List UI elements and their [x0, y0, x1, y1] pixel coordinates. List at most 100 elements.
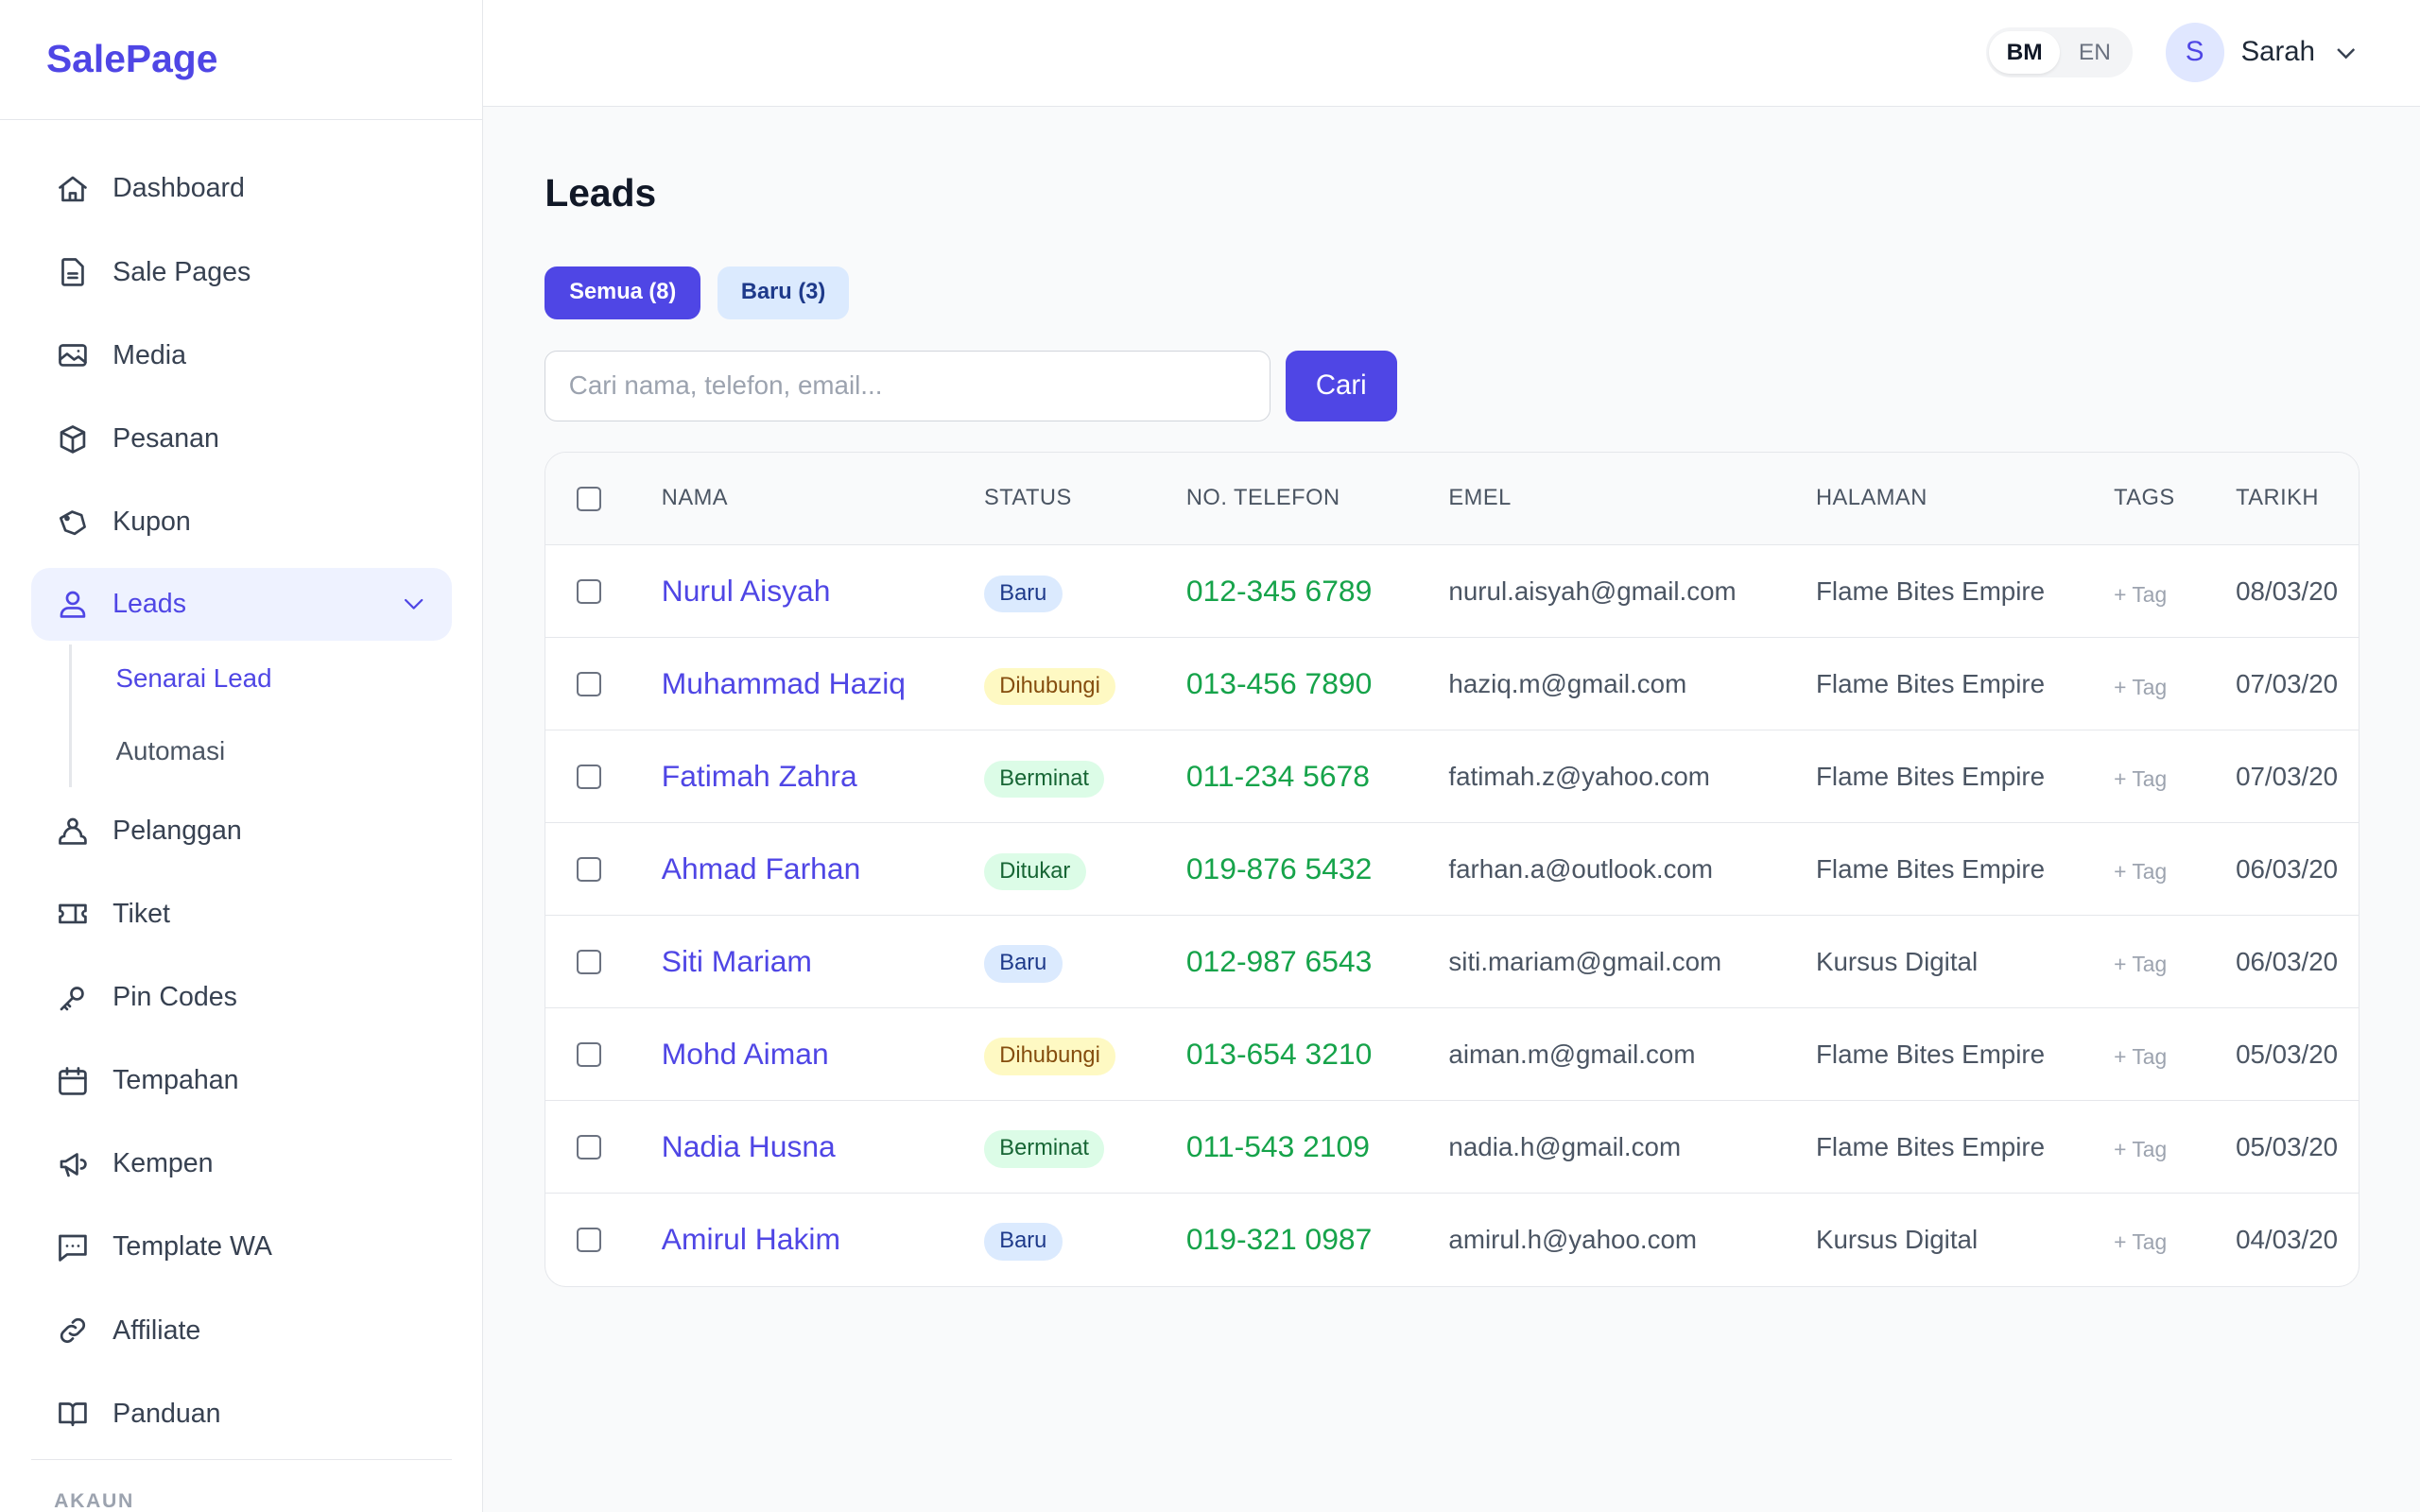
row-checkbox[interactable]: [576, 765, 602, 790]
tab-baru[interactable]: Baru (3): [717, 266, 849, 319]
chevron-down-icon[interactable]: [2332, 39, 2360, 66]
sidebar-item-tempahan[interactable]: Tempahan: [31, 1044, 453, 1117]
lang-bm-button[interactable]: BM: [1989, 30, 2060, 75]
logo[interactable]: SalePage: [45, 37, 218, 81]
row-checkbox[interactable]: [576, 1134, 602, 1160]
page-title: Leads: [544, 171, 657, 215]
lead-name-link[interactable]: Nadia Husna: [661, 1129, 836, 1164]
status-badge-label: Dihubungi: [983, 667, 1116, 705]
sidebar-subitem-senarai-lead[interactable]: Senarai Lead: [115, 663, 272, 694]
phone-number: 019-321 0987: [1185, 1222, 1373, 1257]
search-input[interactable]: [544, 350, 1270, 421]
email: nurul.aisyah@gmail.com: [1448, 576, 1737, 607]
sidebar-item-pelanggan[interactable]: Pelanggan: [31, 795, 453, 868]
phone-number: 019-876 5432: [1185, 851, 1373, 886]
sidebar-item-sale-pages[interactable]: Sale Pages: [31, 236, 453, 309]
search-button[interactable]: Cari: [1285, 350, 1397, 421]
date: 07/03/20: [2236, 669, 2339, 699]
sidebar-item-label: Tempahan: [112, 1065, 239, 1096]
lead-name-link[interactable]: Fatimah Zahra: [661, 759, 857, 794]
sidebar-item-label: Panduan: [112, 1398, 221, 1429]
sidebar-item-label: Dashboard: [112, 173, 245, 204]
tab-semua[interactable]: Semua (8): [544, 266, 701, 319]
table-row: Ahmad Farhan Ditukar 019-876 5432 farhan.a@…: [545, 823, 2360, 917]
box-icon: [60, 424, 86, 454]
status-badge-label: Dihubungi: [983, 1038, 1116, 1075]
date: 04/03/20: [2236, 1225, 2339, 1255]
table-row: Muhammad Haziq Dihubungi 013-456 7890 haziq…: [545, 638, 2360, 731]
sidebar-item-kupon[interactable]: Kupon: [31, 486, 453, 558]
language-toggle: BM EN: [1986, 27, 2134, 77]
column-header-halaman: HALAMAN: [1815, 486, 1927, 511]
email: haziq.m@gmail.com: [1448, 669, 1687, 699]
home-icon: [58, 176, 87, 202]
status-badge: Baru: [983, 545, 1063, 638]
status-badge: Ditukar: [983, 823, 1086, 916]
sidebar-item-pesanan[interactable]: Pesanan: [31, 403, 453, 475]
sidebar-item-label: Template WA: [112, 1231, 272, 1263]
tag-icon: [59, 509, 86, 535]
row-checkbox[interactable]: [576, 950, 602, 975]
lead-name-link[interactable]: Amirul Hakim: [661, 1222, 840, 1257]
table-row: Nurul Aisyah Baru 012-345 6789 nurul.aisyah…: [545, 545, 2360, 639]
sidebar-item-pin-codes[interactable]: Pin Codes: [31, 961, 453, 1034]
page-name: Flame Bites Empire: [1815, 669, 2046, 699]
sidebar-item-dashboard[interactable]: Dashboard: [31, 153, 453, 226]
row-checkbox[interactable]: [576, 857, 602, 883]
column-header-status: STATUS: [983, 486, 1072, 511]
lead-name-link[interactable]: Nurul Aisyah: [661, 574, 831, 609]
sidebar-item-label: Kempen: [112, 1148, 214, 1179]
lead-name-link[interactable]: Ahmad Farhan: [661, 851, 861, 886]
status-badge-label: Baru: [983, 575, 1063, 612]
image-icon: [58, 344, 87, 368]
section-label-akaun: AKAUN: [54, 1490, 134, 1512]
sidebar-item-kempen[interactable]: Kempen: [31, 1127, 453, 1200]
email: amirul.h@yahoo.com: [1448, 1225, 1698, 1255]
calendar-icon: [58, 1066, 87, 1095]
add-tag-button[interactable]: + Tag: [2114, 952, 2168, 977]
sidebar-item-tiket[interactable]: Tiket: [31, 878, 453, 951]
email: nadia.h@gmail.com: [1448, 1132, 1682, 1162]
user-name[interactable]: Sarah: [2240, 35, 2315, 67]
page-name: Flame Bites Empire: [1815, 854, 2046, 885]
phone-number: 013-456 7890: [1185, 666, 1373, 701]
sidebar-item-panduan[interactable]: Panduan: [31, 1378, 453, 1451]
lead-name-link[interactable]: Siti Mariam: [661, 944, 812, 979]
row-checkbox[interactable]: [576, 579, 602, 605]
email: farhan.a@outlook.com: [1448, 854, 1714, 885]
add-tag-button[interactable]: + Tag: [2114, 859, 2168, 885]
table-row: Nadia Husna Berminat 011-543 2109 nadia.h@g…: [545, 1101, 2360, 1194]
sidebar-item-label: Leads: [112, 588, 186, 619]
select-all-checkbox[interactable]: [576, 487, 602, 512]
link-icon: [60, 1318, 85, 1344]
megaphone-icon: [60, 1152, 87, 1177]
lead-name-link[interactable]: Muhammad Haziq: [661, 666, 907, 701]
row-checkbox[interactable]: [576, 672, 602, 697]
table-row: Siti Mariam Baru 012-987 6543 siti.mariam@g…: [545, 916, 2360, 1009]
sidebar-item-leads[interactable]: Leads: [30, 567, 453, 641]
chevron-down-icon[interactable]: [400, 590, 427, 617]
email: siti.mariam@gmail.com: [1448, 947, 1722, 977]
sidebar-item-template-wa[interactable]: Template WA: [31, 1211, 453, 1284]
lead-name-link[interactable]: Mohd Aiman: [661, 1037, 829, 1072]
add-tag-button[interactable]: + Tag: [2114, 1137, 2168, 1162]
add-tag-button[interactable]: + Tag: [2114, 1229, 2168, 1255]
leads-table: NAMA STATUS NO. TELEFON EMEL HALAMAN TAGS TARI…: [544, 452, 2360, 1287]
sidebar-item-media[interactable]: Media: [31, 319, 453, 392]
avatar[interactable]: S: [2165, 23, 2224, 82]
add-tag-button[interactable]: + Tag: [2114, 581, 2168, 607]
page-name: Kursus Digital: [1815, 947, 1979, 977]
sidebar-subitem-automasi[interactable]: Automasi: [115, 735, 226, 765]
add-tag-button[interactable]: + Tag: [2114, 1044, 2168, 1070]
row-checkbox[interactable]: [576, 1042, 602, 1068]
chat-icon: [58, 1234, 87, 1262]
sidebar-item-affiliate[interactable]: Affiliate: [31, 1295, 453, 1367]
add-tag-button[interactable]: + Tag: [2114, 766, 2168, 792]
row-checkbox[interactable]: [576, 1227, 602, 1253]
status-badge: Baru: [983, 916, 1063, 1008]
lang-en-button[interactable]: EN: [2078, 39, 2111, 65]
status-badge-label: Berminat: [983, 1130, 1105, 1168]
add-tag-button[interactable]: + Tag: [2114, 674, 2168, 699]
date: 06/03/20: [2236, 854, 2339, 885]
